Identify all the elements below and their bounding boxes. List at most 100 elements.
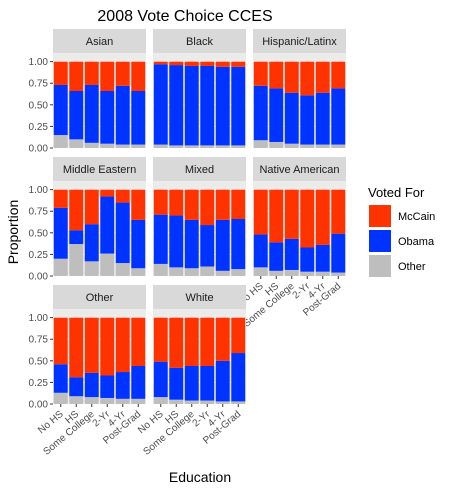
bar-mccain-some-college xyxy=(184,61,199,66)
bar-mccain-2-yr xyxy=(300,189,315,248)
bar-other-some-college xyxy=(84,261,99,276)
bar-mccain-2-yr xyxy=(100,61,115,91)
bar-obama-no-hs xyxy=(53,207,68,259)
bar-mccain-hs xyxy=(69,317,84,378)
facet-asian: Asian 0.00 0.25 0.50 0.75 1.00 xyxy=(29,29,146,155)
bar-obama-4-yr xyxy=(215,360,230,402)
bar-other-4-yr xyxy=(115,144,130,148)
bar-mccain-4-yr xyxy=(115,317,130,373)
bar-other-4-yr xyxy=(315,144,330,148)
bar-mccain-post-grad xyxy=(131,61,146,91)
bar-other-hs xyxy=(69,244,84,276)
bar-obama-some-college xyxy=(184,219,199,269)
bar-obama-no-hs xyxy=(153,214,168,264)
facet-strip xyxy=(253,29,346,53)
bar-mccain-2-yr xyxy=(300,61,315,96)
bar-obama-no-hs xyxy=(53,364,68,393)
bar-other-post-grad xyxy=(331,144,346,148)
bar-other-hs xyxy=(69,139,84,148)
facet-strip xyxy=(153,157,246,181)
bar-other-no-hs xyxy=(153,397,168,404)
bar-other-2-yr xyxy=(300,271,315,276)
bar-mccain-2-yr xyxy=(100,317,115,376)
bar-other-post-grad xyxy=(231,401,246,404)
bar-other-no-hs xyxy=(53,258,68,276)
bar-other-some-college xyxy=(84,397,99,404)
bar-obama-4-yr xyxy=(215,66,230,146)
bar-mccain-2-yr xyxy=(200,61,215,66)
bar-obama-4-yr xyxy=(315,244,330,272)
legend: Voted For McCain Obama Other xyxy=(368,185,435,277)
bar-obama-no-hs xyxy=(153,64,168,145)
bar-mccain-post-grad xyxy=(131,189,146,220)
bar-obama-some-college xyxy=(284,238,299,270)
bar-mccain-no-hs xyxy=(53,317,68,365)
bar-obama-hs xyxy=(69,230,84,245)
bar-mccain-post-grad xyxy=(231,189,246,219)
bar-obama-2-yr xyxy=(300,95,315,145)
bar-obama-4-yr xyxy=(315,92,330,145)
bar-obama-2-yr xyxy=(100,375,115,398)
bar-obama-post-grad xyxy=(131,91,146,145)
bar-obama-some-college xyxy=(84,372,99,398)
bar-obama-hs xyxy=(69,91,84,140)
bar-mccain-no-hs xyxy=(53,189,68,208)
bar-mccain-some-college xyxy=(184,317,199,366)
legend-key-other xyxy=(369,255,391,277)
y-tick-label: 1.00 xyxy=(29,57,49,68)
chart-title: 2008 Vote Choice CCES xyxy=(97,8,272,25)
bar-other-some-college xyxy=(184,145,199,148)
legend-key-obama xyxy=(369,230,391,252)
bar-other-no-hs xyxy=(253,267,268,276)
bar-other-some-college xyxy=(84,142,99,148)
bar-mccain-hs xyxy=(169,61,184,66)
bar-obama-post-grad xyxy=(331,88,346,145)
panel-background xyxy=(253,181,346,276)
bar-other-4-yr xyxy=(215,401,230,404)
bar-mccain-4-yr xyxy=(215,189,230,220)
bar-obama-2-yr xyxy=(200,65,215,146)
y-axis-title: Proportion xyxy=(5,200,21,265)
bar-mccain-2-yr xyxy=(200,189,215,226)
bar-mccain-hs xyxy=(169,189,184,216)
bar-mccain-hs xyxy=(169,317,184,368)
facet-strip xyxy=(53,285,146,309)
facet-black: Black xyxy=(153,29,246,149)
bar-other-2-yr xyxy=(200,400,215,404)
y-tick-label: 0.25 xyxy=(29,122,49,133)
y-tick-label: 0.75 xyxy=(29,207,49,218)
bar-obama-some-college xyxy=(84,224,99,262)
y-tick-label: 1.00 xyxy=(29,185,49,196)
facet-strip-label: Native American xyxy=(259,164,339,176)
bar-other-post-grad xyxy=(231,269,246,276)
bar-obama-hs xyxy=(269,242,284,271)
bar-mccain-no-hs xyxy=(253,189,268,235)
bar-other-4-yr xyxy=(215,270,230,276)
bar-obama-no-hs xyxy=(253,234,268,268)
bar-obama-hs xyxy=(169,215,184,268)
bar-mccain-post-grad xyxy=(131,317,146,366)
bar-obama-4-yr xyxy=(115,85,130,145)
legend-label-mccain: McCain xyxy=(398,211,435,223)
bar-other-post-grad xyxy=(231,145,246,148)
bar-other-some-college xyxy=(284,143,299,148)
facet-strip-label: Other xyxy=(86,292,114,304)
bar-mccain-4-yr xyxy=(215,61,230,67)
bar-obama-some-college xyxy=(184,366,199,401)
legend-label-other: Other xyxy=(398,261,426,273)
facet-strip xyxy=(53,29,146,53)
bar-obama-post-grad xyxy=(231,219,246,270)
bar-obama-2-yr xyxy=(100,196,115,254)
bar-obama-no-hs xyxy=(253,85,268,141)
bar-other-no-hs xyxy=(153,144,168,148)
bar-mccain-hs xyxy=(69,189,84,231)
bar-other-no-hs xyxy=(53,135,68,148)
bar-mccain-4-yr xyxy=(215,317,230,361)
facet-middle-eastern: Middle Eastern 0.00 0.25 0.50 0.75 1.00 xyxy=(29,157,146,283)
y-tick-label: 0.50 xyxy=(29,100,49,111)
bar-mccain-post-grad xyxy=(331,189,346,234)
facet-strip-label: Asian xyxy=(86,36,114,48)
bar-mccain-some-college xyxy=(84,317,99,373)
bar-other-post-grad xyxy=(331,272,346,276)
